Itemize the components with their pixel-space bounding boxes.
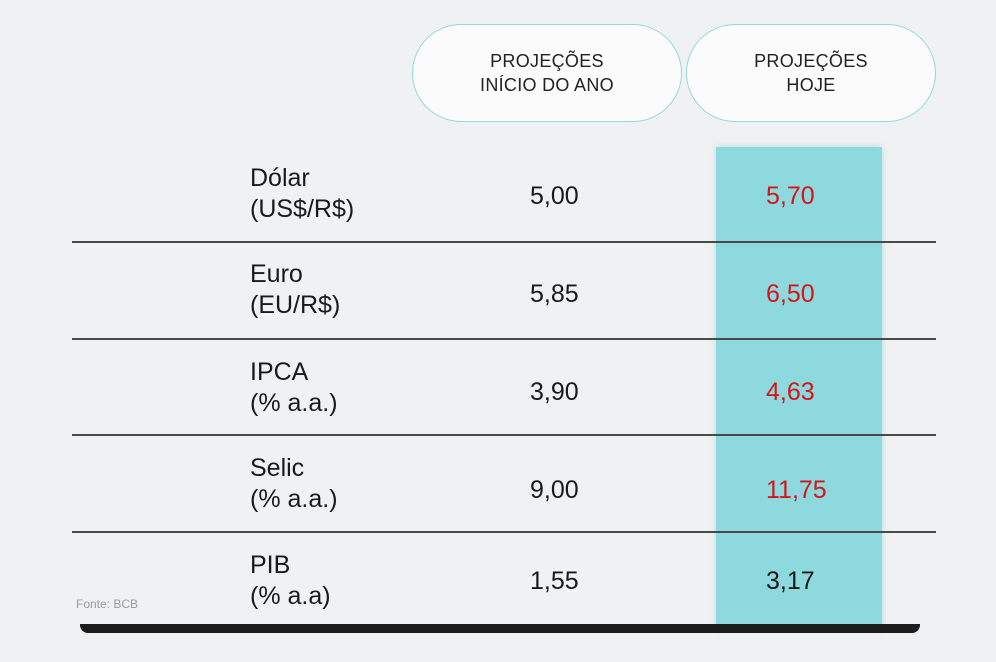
row-label: PIB (% a.a) (250, 550, 331, 612)
value-today: 11,75 (766, 476, 827, 504)
row-label-unit: (US$/R$) (250, 195, 355, 223)
value-start-of-year: 5,00 (530, 182, 579, 210)
row-label-name: PIB (250, 551, 291, 579)
table-bottom-border (80, 624, 920, 633)
row-label: Selic (% a.a.) (250, 453, 338, 515)
header-projections-start-of-year: PROJEÇÕES INÍCIO DO ANO (412, 24, 682, 122)
value-today: 5,70 (766, 182, 815, 210)
row-label-unit: (% a.a) (250, 582, 331, 610)
value-start-of-year: 1,55 (530, 567, 579, 595)
source-note: Fonte: BCB (76, 597, 139, 611)
row-label: Euro (EU/R$) (250, 259, 340, 321)
header-start-line2: INÍCIO DO ANO (480, 75, 614, 95)
value-today: 4,63 (766, 378, 815, 406)
row-divider (72, 241, 936, 243)
value-start-of-year: 5,85 (530, 280, 579, 308)
header-today-line1: PROJEÇÕES (754, 51, 868, 71)
row-label-name: IPCA (250, 358, 309, 386)
table-row-selic: Selic (% a.a.) 9,00 11,75 (0, 450, 996, 530)
row-label-name: Selic (250, 454, 305, 482)
row-divider (72, 434, 936, 436)
row-label-unit: (% a.a.) (250, 389, 338, 417)
header-projections-today: PROJEÇÕES HOJE (686, 24, 936, 122)
row-label-name: Euro (250, 260, 303, 288)
row-label-unit: (% a.a.) (250, 485, 338, 513)
row-divider (72, 531, 936, 533)
value-start-of-year: 9,00 (530, 476, 579, 504)
row-label-unit: (EU/R$) (250, 291, 341, 319)
header-start-line1: PROJEÇÕES (490, 51, 604, 71)
row-label: IPCA (% a.a.) (250, 357, 338, 419)
row-label: Dólar (US$/R$) (250, 163, 354, 225)
value-start-of-year: 3,90 (530, 378, 579, 406)
value-today: 3,17 (766, 567, 815, 595)
today-column-highlight (716, 147, 882, 630)
header-today-line2: HOJE (786, 75, 836, 95)
row-divider (72, 338, 936, 340)
table-row-ipca: IPCA (% a.a.) 3,90 4,63 (0, 354, 996, 434)
value-today: 6,50 (766, 280, 815, 308)
table-row-euro: Euro (EU/R$) 5,85 6,50 (0, 256, 996, 336)
row-label-name: Dólar (250, 164, 310, 192)
table-row-pib: PIB (% a.a) 1,55 3,17 (0, 548, 996, 628)
table-row-dolar: Dólar (US$/R$) 5,00 5,70 (0, 160, 996, 240)
